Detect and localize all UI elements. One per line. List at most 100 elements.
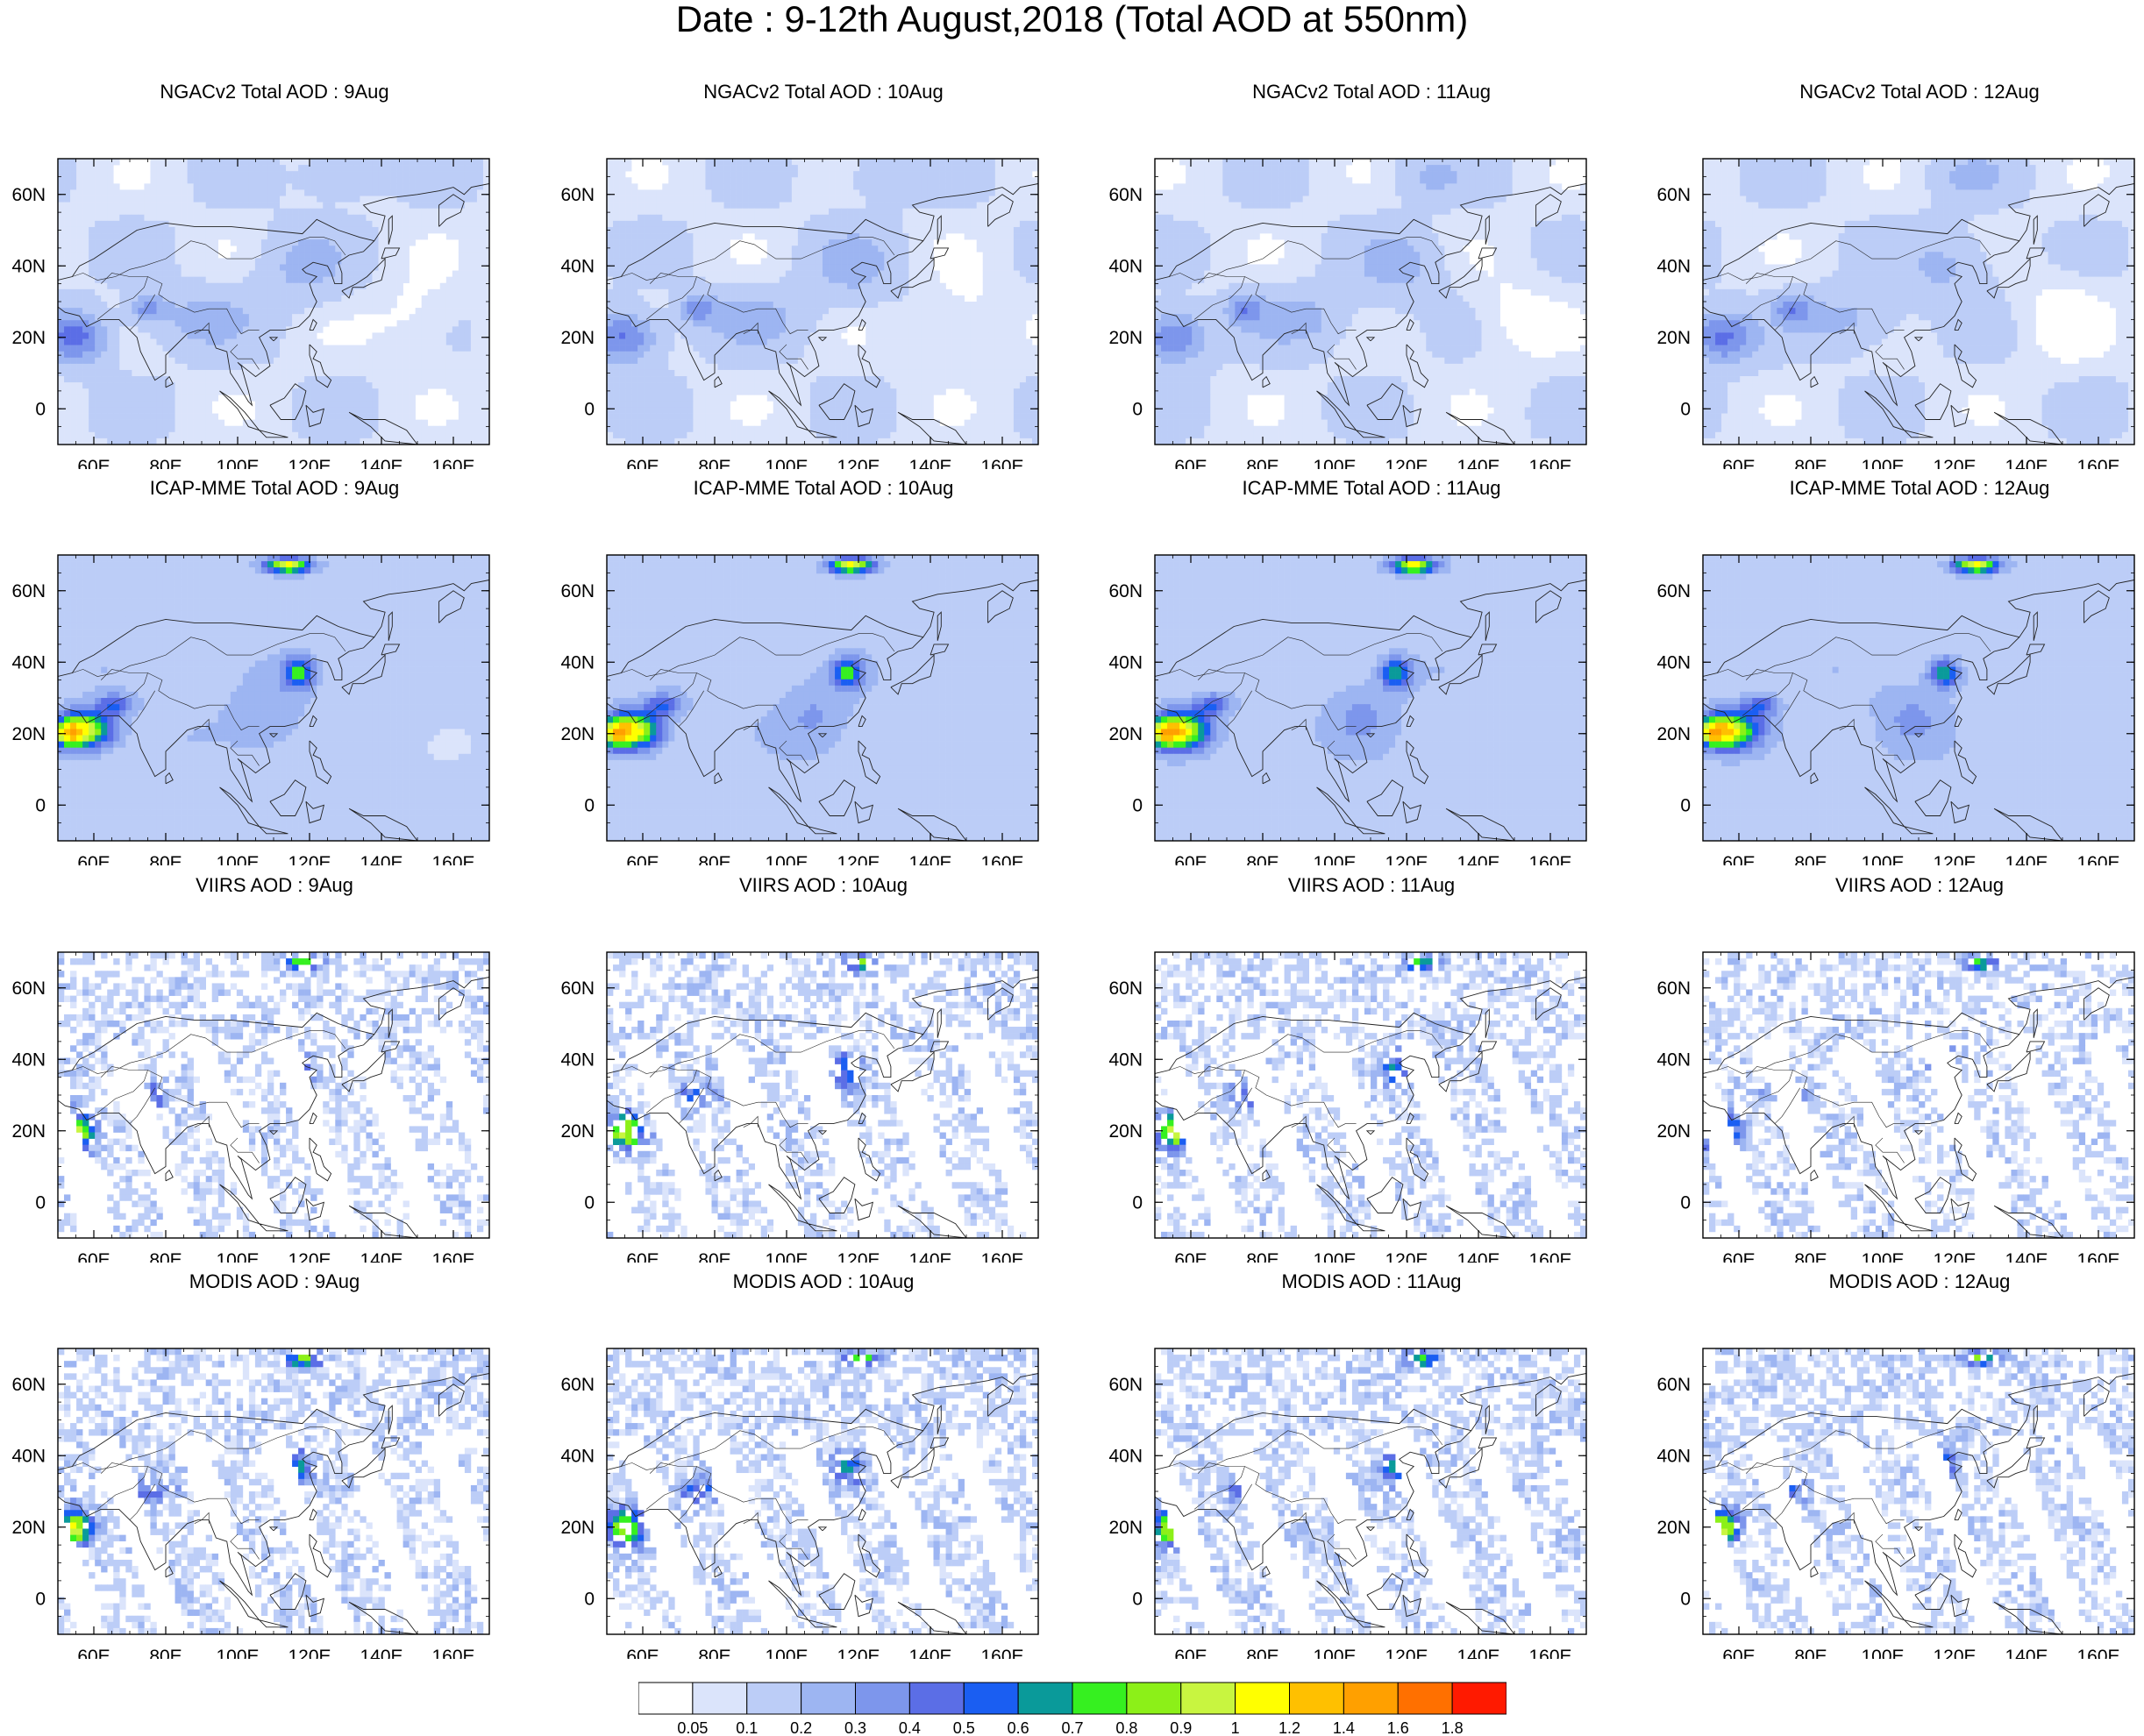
aod-cell — [829, 183, 836, 190]
aod-cell — [841, 165, 848, 172]
aod-cell — [347, 302, 354, 309]
aod-cell — [464, 320, 472, 327]
aod-cell — [766, 270, 774, 277]
aod-cell — [464, 345, 472, 352]
aod-cell — [205, 338, 213, 345]
aod-cell — [310, 270, 317, 277]
aod-cell — [754, 208, 762, 216]
aod-cell — [785, 320, 793, 327]
aod-cell — [779, 264, 787, 271]
aod-cell — [329, 431, 336, 439]
aod-cell — [760, 264, 768, 271]
aod-cell — [242, 202, 250, 209]
aod-cell — [933, 226, 940, 234]
aod-cell — [329, 220, 336, 228]
aod-cell — [939, 165, 946, 172]
aod-cell — [242, 270, 250, 277]
aod-cell — [211, 159, 219, 166]
aod-cell — [951, 196, 958, 203]
aod-cell — [162, 376, 169, 383]
aod-cell — [274, 395, 281, 402]
aod-cell — [193, 332, 200, 339]
aod-cell — [816, 202, 823, 209]
aod-cell — [132, 308, 139, 315]
aod-cell — [829, 282, 836, 290]
aod-cell — [242, 258, 250, 265]
aod-cell — [168, 208, 175, 216]
aod-cell — [464, 407, 472, 414]
aod-cell — [280, 288, 287, 296]
aod-cell — [841, 308, 848, 315]
aod-cell — [329, 438, 336, 445]
aod-cell — [150, 326, 157, 333]
aod-cell — [470, 270, 478, 277]
aod-cell — [427, 295, 435, 302]
aod-cell — [119, 208, 126, 216]
aod-cell — [82, 233, 89, 240]
aod-cell — [138, 326, 145, 333]
aod-cell — [452, 314, 459, 321]
aod-cell — [292, 425, 299, 433]
aod-cell — [958, 189, 965, 196]
aod-cell — [89, 438, 96, 445]
aod-cell — [711, 196, 718, 203]
aod-cell — [101, 338, 108, 345]
aod-cell — [384, 425, 391, 433]
aod-cell — [785, 252, 793, 259]
aod-cell — [230, 308, 238, 315]
aod-cell — [890, 233, 897, 240]
aod-cell — [205, 264, 213, 271]
aod-cell — [113, 252, 120, 259]
aod-cell — [150, 270, 157, 277]
aod-cell — [482, 438, 490, 445]
aod-cell — [835, 320, 842, 327]
aod-cell — [162, 308, 169, 315]
aod-cell — [205, 252, 213, 259]
aod-cell — [76, 425, 83, 433]
aod-cell — [70, 214, 77, 222]
aod-cell — [865, 202, 873, 209]
aod-cell — [896, 177, 903, 184]
aod-cell — [132, 363, 139, 371]
aod-cell — [205, 183, 213, 190]
aod-cell — [396, 226, 403, 234]
aod-cell — [662, 196, 669, 203]
aod-cell — [347, 376, 354, 383]
aod-cell — [113, 357, 120, 365]
aod-cell — [797, 264, 805, 271]
aod-cell — [470, 220, 478, 228]
aod-cell — [421, 425, 429, 433]
aod-cell — [439, 425, 447, 433]
aod-cell — [353, 419, 360, 427]
aod-cell — [482, 196, 490, 203]
aod-cell — [70, 226, 77, 234]
aod-cell — [347, 171, 354, 178]
aod-cell — [482, 171, 490, 178]
aod-cell — [853, 276, 860, 284]
aod-cell — [390, 351, 397, 359]
aod-cell — [674, 270, 681, 277]
aod-cell — [317, 270, 324, 277]
aod-cell — [119, 314, 126, 321]
aod-cell — [156, 388, 163, 395]
aod-cell — [1001, 183, 1008, 190]
aod-cell — [82, 295, 89, 302]
aod-cell — [902, 288, 909, 296]
aod-cell — [260, 189, 268, 196]
aod-cell — [193, 258, 200, 265]
aod-cell — [193, 431, 200, 439]
aod-cell — [1019, 208, 1027, 216]
aod-cell — [89, 326, 96, 333]
aod-cell — [723, 226, 730, 234]
aod-cell — [298, 431, 305, 439]
aod-cell — [674, 302, 681, 309]
aod-cell — [341, 401, 348, 408]
aod-cell — [785, 196, 793, 203]
aod-cell — [113, 376, 120, 383]
aod-cell — [859, 264, 866, 271]
aod-cell — [717, 295, 724, 302]
aod-cell — [353, 252, 360, 259]
aod-cell — [132, 258, 139, 265]
aod-cell — [705, 189, 712, 196]
aod-cell — [317, 425, 324, 433]
